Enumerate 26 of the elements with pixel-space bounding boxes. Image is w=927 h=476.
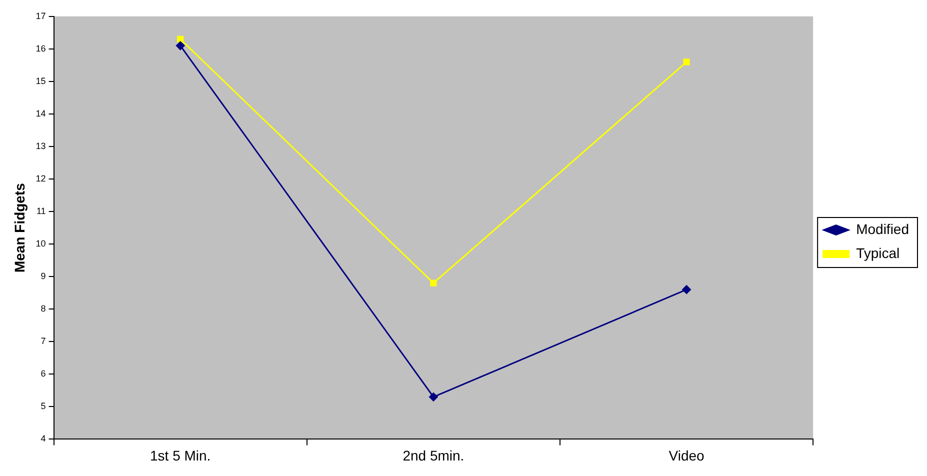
y-tick-label: 16	[36, 43, 46, 54]
legend-label: Modified	[856, 220, 910, 237]
y-tick-label: 13	[36, 140, 46, 151]
point	[428, 392, 438, 402]
y-tick-label: 10	[36, 238, 46, 249]
y-tick-label: 5	[40, 401, 46, 412]
y-tick-label: 7	[40, 336, 46, 346]
y-tick-label: 17	[36, 10, 46, 21]
legend-label: Typical	[856, 244, 900, 261]
point	[177, 36, 184, 42]
y-tick-label: 11	[36, 206, 46, 216]
point	[682, 285, 692, 294]
x-tick-label: 1st 5 Min.	[150, 447, 211, 464]
y-tick-label: 9	[40, 271, 46, 282]
y-tick-label: 14	[36, 108, 46, 118]
x-tick-label: 2nd 5min.	[402, 447, 464, 464]
point	[176, 41, 185, 50]
point	[430, 280, 437, 286]
y-axis-title: Mean Fidgets	[11, 182, 28, 273]
y-tick-label: 4	[40, 434, 46, 444]
y-tick-label: 12	[36, 174, 46, 184]
y-tick-label: 6	[40, 368, 46, 379]
point	[683, 58, 690, 66]
x-tick-label: Video	[668, 447, 705, 464]
y-tick-label: 8	[40, 304, 46, 314]
y-tick-label: 15	[36, 76, 46, 86]
